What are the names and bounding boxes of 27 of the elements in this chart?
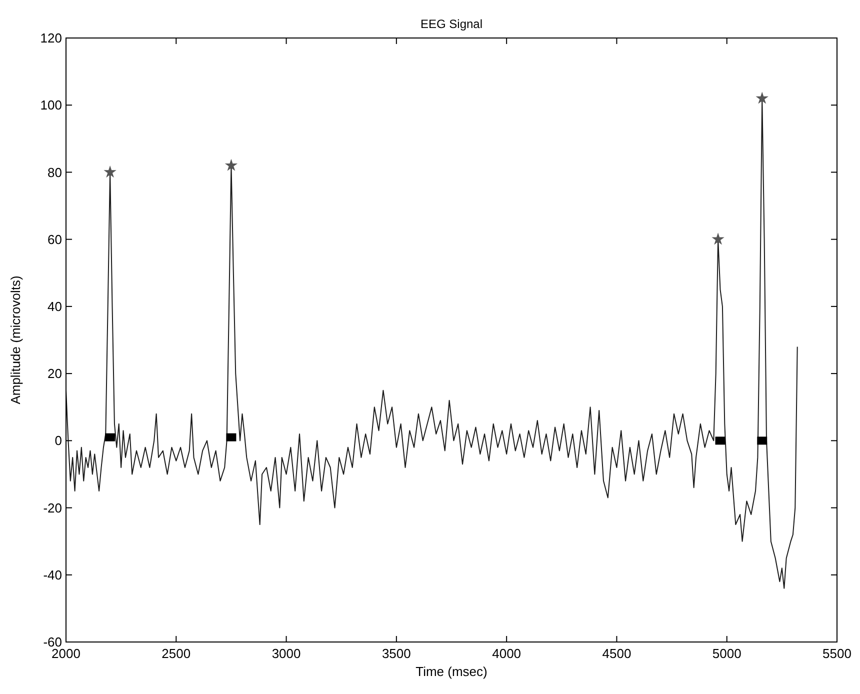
x-axis-title: Time (msec) xyxy=(416,664,488,679)
point xyxy=(757,436,768,445)
x-tick-label: 5000 xyxy=(712,646,742,661)
point xyxy=(712,232,724,245)
y-tick-label: -20 xyxy=(43,500,62,516)
y-tick-label: 0 xyxy=(54,433,62,448)
x-tick-label: 4000 xyxy=(492,646,522,661)
point xyxy=(226,433,236,442)
y-axis-title: Amplitude (microvolts) xyxy=(8,276,23,404)
chart-title: EEG Signal xyxy=(420,17,483,31)
point xyxy=(224,158,238,171)
y-tick-label: 60 xyxy=(48,232,62,247)
y-tick-label: 120 xyxy=(40,30,62,46)
x-tick-label: 2500 xyxy=(162,646,191,661)
x-tick-label: 4500 xyxy=(602,646,632,661)
point xyxy=(715,436,726,445)
x-tick-label: 3500 xyxy=(382,646,411,661)
point xyxy=(104,166,116,178)
y-tick-label: 80 xyxy=(48,164,62,180)
x-tick-label: 3000 xyxy=(272,646,301,661)
point xyxy=(105,433,116,442)
y-tick-label: -40 xyxy=(43,567,62,582)
y-tick-label: 20 xyxy=(48,366,62,382)
point xyxy=(756,92,768,104)
y-tick-label: 100 xyxy=(40,98,62,113)
x-tick-label: 5500 xyxy=(822,646,852,661)
y-tick-label: 40 xyxy=(48,298,62,314)
